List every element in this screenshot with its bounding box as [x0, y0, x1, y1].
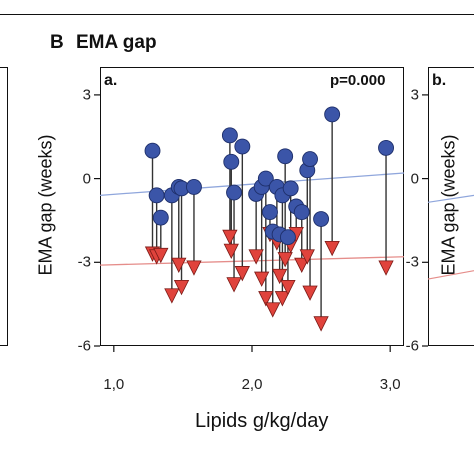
x-tick-label: 3,0: [379, 376, 401, 393]
circle-point: [144, 142, 161, 159]
x-tick-label: 2,0: [241, 376, 263, 393]
triangle-point: [223, 243, 239, 260]
x-tick-label: 1,0: [103, 376, 125, 393]
main-panel-frame: [100, 67, 404, 346]
circle-point: [223, 153, 240, 170]
right-y-tick-label: 0: [410, 170, 419, 188]
triangle-point: [171, 257, 187, 273]
section-label: B: [50, 32, 64, 53]
section-title: EMA gap: [76, 32, 157, 53]
triangle-point: [153, 247, 169, 264]
p-value: p=0.000: [330, 72, 386, 89]
top-border: [0, 0, 474, 15]
circle-point: [186, 179, 202, 195]
triangle-point: [294, 257, 310, 273]
circle-point: [262, 204, 278, 221]
triangle-point: [265, 302, 281, 318]
circle-point: [257, 170, 274, 187]
triangle-point: [378, 260, 394, 276]
circle-point: [313, 211, 330, 228]
triangle-point: [277, 252, 293, 268]
panel-label-a: a.: [104, 72, 118, 89]
circle-point: [293, 204, 310, 221]
left-panel-frame: [0, 67, 8, 346]
triangle-point: [226, 277, 242, 293]
y-tick-label: -6: [77, 337, 91, 355]
right-blue-fit-line: [427, 194, 474, 203]
triangle-point: [302, 285, 318, 301]
circle-point: [279, 229, 296, 246]
circle-point: [226, 184, 242, 201]
triangle-point: [254, 271, 270, 287]
circle-point: [302, 151, 318, 168]
triangle-point: [248, 249, 264, 265]
circle-point: [277, 148, 294, 165]
right-y-tick-label: -3: [405, 253, 419, 271]
right-red-fit-line: [427, 270, 474, 280]
triangle-point: [271, 268, 288, 285]
triangle-point: [258, 291, 274, 307]
triangle-point: [274, 291, 291, 307]
right-panel-frame: [428, 67, 474, 346]
triangle-point: [280, 280, 296, 296]
circle-point: [282, 180, 299, 197]
right-y-tick-label: 3: [410, 86, 419, 104]
x-axis-label: Lipids g/kg/day: [195, 410, 329, 432]
triangle-point: [164, 288, 180, 304]
triangle-point: [299, 249, 315, 265]
circle-point: [378, 139, 394, 156]
y-tick-label: 3: [82, 86, 91, 104]
circle-point: [152, 209, 169, 226]
panel-label-b: b.: [432, 72, 447, 89]
right-y-tick-label: -6: [405, 337, 419, 355]
triangle-point: [324, 240, 340, 257]
y-tick-label: 0: [82, 170, 91, 188]
triangle-point: [234, 266, 250, 282]
triangle-point: [186, 260, 202, 276]
circle-point: [324, 106, 341, 123]
y-tick-label: -3: [77, 253, 91, 271]
triangle-point: [173, 280, 190, 296]
circle-point: [148, 187, 165, 204]
triangle-point: [222, 229, 238, 246]
triangle-point: [313, 316, 329, 332]
circle-point: [221, 127, 238, 144]
red-fit-line: [99, 256, 405, 266]
circle-point: [234, 138, 251, 155]
